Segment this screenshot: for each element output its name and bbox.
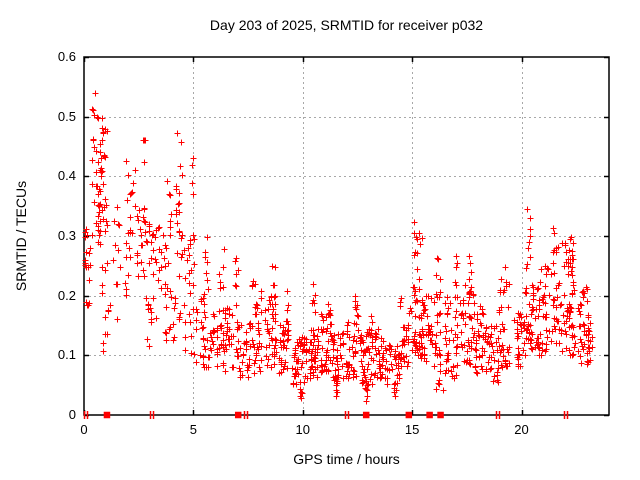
y-tick-label: 0.1 (57, 347, 76, 363)
baseline-markers (83, 411, 569, 419)
y-axis-label: SRMTID / TECUs (13, 180, 29, 292)
x-axis-label: GPS time / hours (293, 451, 400, 467)
chart-title: Day 203 of 2025, SRMTID for receiver p03… (209, 17, 484, 33)
y-tick-label: 0.3 (57, 228, 76, 243)
y-tick-label: 0.4 (57, 168, 76, 184)
x-tick-label: 10 (295, 422, 310, 437)
x-tick-label: 5 (189, 422, 197, 437)
y-tick-label: 0.2 (57, 287, 76, 303)
y-tick-label: 0.5 (57, 108, 76, 124)
x-tick-label: 15 (404, 422, 420, 437)
x-tick-label: 0 (80, 422, 88, 437)
y-tick-label: 0 (68, 407, 76, 422)
y-tick-label: 0.6 (57, 49, 76, 64)
plot-border (83, 56, 610, 416)
x-tick-label: 20 (514, 422, 529, 437)
scatter-points (82, 90, 596, 405)
